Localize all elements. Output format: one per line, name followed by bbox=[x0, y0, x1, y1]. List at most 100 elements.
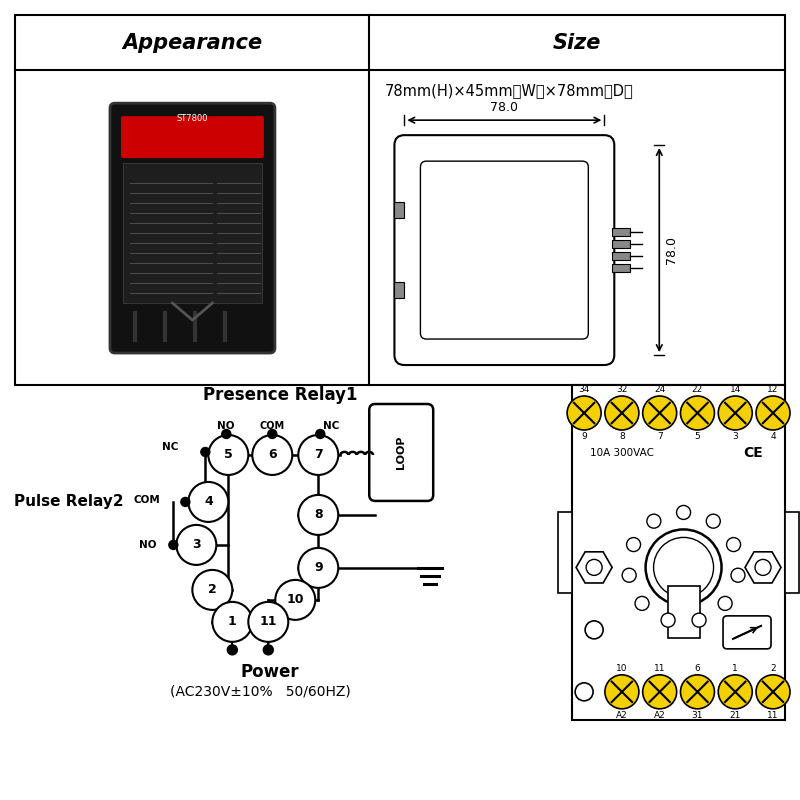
Text: 3: 3 bbox=[192, 538, 201, 551]
Text: 11: 11 bbox=[654, 664, 666, 673]
Circle shape bbox=[706, 514, 720, 528]
Text: 5: 5 bbox=[694, 432, 700, 441]
Text: 11: 11 bbox=[767, 711, 778, 720]
Circle shape bbox=[622, 568, 636, 582]
Bar bbox=[394, 202, 405, 218]
FancyBboxPatch shape bbox=[110, 103, 275, 353]
Circle shape bbox=[681, 396, 714, 430]
Circle shape bbox=[316, 430, 325, 438]
Circle shape bbox=[298, 435, 338, 475]
Bar bbox=[785, 512, 799, 593]
Circle shape bbox=[181, 498, 190, 506]
Circle shape bbox=[201, 447, 210, 457]
Text: 31: 31 bbox=[692, 711, 703, 720]
Text: 3: 3 bbox=[732, 432, 738, 441]
Circle shape bbox=[646, 530, 722, 606]
Text: (AC230V±10%   50/60HZ): (AC230V±10% 50/60HZ) bbox=[170, 685, 350, 699]
Text: 78.0: 78.0 bbox=[490, 101, 518, 114]
Bar bbox=[612, 264, 630, 272]
FancyBboxPatch shape bbox=[394, 135, 614, 365]
Bar bbox=[612, 240, 630, 248]
Text: Power: Power bbox=[241, 663, 300, 681]
FancyBboxPatch shape bbox=[421, 161, 588, 339]
Text: 1: 1 bbox=[732, 664, 738, 673]
Circle shape bbox=[718, 597, 732, 610]
Bar bbox=[394, 282, 405, 298]
Circle shape bbox=[188, 482, 228, 522]
Text: 10: 10 bbox=[286, 594, 304, 606]
Text: 8: 8 bbox=[619, 432, 625, 441]
Text: 78.0: 78.0 bbox=[666, 236, 678, 264]
FancyBboxPatch shape bbox=[121, 116, 264, 158]
Text: 6: 6 bbox=[694, 664, 700, 673]
Circle shape bbox=[585, 621, 603, 639]
Text: 6: 6 bbox=[268, 449, 277, 462]
Text: Presence Relay1: Presence Relay1 bbox=[203, 386, 358, 404]
Text: COM: COM bbox=[260, 421, 285, 431]
Text: Pulse Relay2: Pulse Relay2 bbox=[14, 494, 123, 510]
Circle shape bbox=[248, 602, 288, 642]
Text: COM: COM bbox=[134, 495, 160, 505]
Circle shape bbox=[567, 396, 601, 430]
Text: 14: 14 bbox=[730, 385, 741, 394]
Text: 8: 8 bbox=[314, 509, 322, 522]
Text: NO: NO bbox=[217, 421, 234, 431]
Bar bbox=[667, 586, 699, 638]
Circle shape bbox=[731, 568, 745, 582]
Bar bbox=[612, 228, 630, 236]
FancyBboxPatch shape bbox=[370, 404, 434, 501]
Text: NO: NO bbox=[139, 540, 156, 550]
Circle shape bbox=[263, 645, 274, 655]
Circle shape bbox=[586, 559, 602, 575]
Text: 7: 7 bbox=[657, 432, 662, 441]
Circle shape bbox=[626, 538, 641, 551]
Text: 9: 9 bbox=[582, 432, 587, 441]
Text: A2: A2 bbox=[654, 711, 666, 720]
Text: CE: CE bbox=[743, 446, 763, 460]
Circle shape bbox=[647, 514, 661, 528]
Circle shape bbox=[756, 396, 790, 430]
Circle shape bbox=[677, 506, 690, 519]
Text: 4: 4 bbox=[204, 495, 213, 509]
Text: NC: NC bbox=[162, 442, 178, 452]
Text: 10: 10 bbox=[616, 664, 628, 673]
Circle shape bbox=[692, 613, 706, 627]
Text: 2: 2 bbox=[770, 664, 776, 673]
Circle shape bbox=[681, 675, 714, 709]
FancyBboxPatch shape bbox=[723, 616, 771, 649]
Text: 11: 11 bbox=[259, 615, 277, 628]
Text: 10A 300VAC: 10A 300VAC bbox=[590, 448, 654, 458]
Text: ST7800: ST7800 bbox=[177, 114, 208, 122]
Text: A2: A2 bbox=[616, 711, 628, 720]
Bar bbox=[15, 15, 785, 385]
Circle shape bbox=[222, 430, 231, 438]
Text: 5: 5 bbox=[224, 449, 233, 462]
Text: NC: NC bbox=[323, 421, 340, 431]
Text: 34: 34 bbox=[578, 385, 590, 394]
Text: 22: 22 bbox=[692, 385, 703, 394]
Circle shape bbox=[298, 548, 338, 588]
Text: 1: 1 bbox=[228, 615, 237, 628]
Text: 12: 12 bbox=[767, 385, 778, 394]
Circle shape bbox=[208, 435, 248, 475]
Circle shape bbox=[755, 559, 771, 575]
Circle shape bbox=[642, 675, 677, 709]
Circle shape bbox=[192, 570, 232, 610]
Circle shape bbox=[275, 580, 315, 620]
Circle shape bbox=[605, 396, 639, 430]
Text: 4: 4 bbox=[770, 432, 776, 441]
Text: 24: 24 bbox=[654, 385, 666, 394]
Circle shape bbox=[268, 430, 277, 438]
Text: 78mm(H)×45mm（W）×78mm（D）: 78mm(H)×45mm（W）×78mm（D） bbox=[385, 82, 633, 98]
Circle shape bbox=[227, 645, 238, 655]
Text: Appearance: Appearance bbox=[122, 34, 262, 54]
Circle shape bbox=[718, 675, 752, 709]
Text: 7: 7 bbox=[314, 449, 322, 462]
Bar bbox=[572, 385, 785, 720]
Circle shape bbox=[756, 675, 790, 709]
Bar bbox=[612, 252, 630, 260]
Bar bbox=[558, 512, 572, 593]
Circle shape bbox=[575, 683, 593, 701]
Text: 2: 2 bbox=[208, 583, 217, 596]
Text: 32: 32 bbox=[616, 385, 627, 394]
